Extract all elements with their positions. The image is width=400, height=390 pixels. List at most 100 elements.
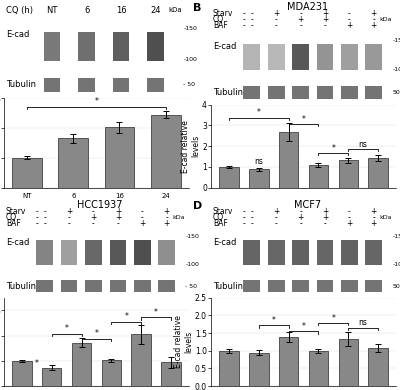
Text: E-cad: E-cad [213, 42, 236, 51]
Bar [78, 32, 95, 61]
Bar [338, 160, 358, 188]
Text: -150: -150 [392, 234, 400, 239]
Text: -: - [348, 15, 351, 24]
Text: -: - [275, 219, 278, 228]
Bar [268, 280, 284, 292]
Text: -: - [36, 219, 39, 228]
Text: +: + [66, 207, 72, 216]
Text: Starv: Starv [213, 207, 233, 216]
Text: +: + [322, 213, 328, 222]
Text: -: - [250, 21, 253, 30]
Bar [110, 240, 126, 265]
Text: *: * [35, 359, 39, 368]
Bar [12, 361, 32, 386]
Text: kDa: kDa [173, 215, 185, 220]
Text: +: + [371, 207, 377, 216]
Text: -: - [36, 207, 39, 216]
Text: -: - [141, 213, 144, 222]
Text: -100: -100 [183, 57, 197, 62]
Text: -150: -150 [392, 38, 400, 43]
Text: +: + [346, 219, 352, 228]
Bar [147, 32, 164, 61]
Text: +: + [298, 213, 304, 222]
Text: *: * [154, 308, 158, 317]
Bar [366, 240, 382, 265]
Bar [113, 78, 130, 92]
Text: -: - [68, 219, 70, 228]
Bar [72, 343, 91, 386]
Bar [150, 115, 180, 188]
Text: CQ (h): CQ (h) [6, 6, 33, 15]
Bar [220, 351, 239, 386]
Text: -: - [243, 213, 246, 222]
Bar [366, 86, 382, 99]
Y-axis label: E-cad relative
levels: E-cad relative levels [174, 316, 194, 369]
Bar [244, 86, 260, 99]
Text: +: + [322, 207, 328, 216]
Text: -: - [324, 21, 326, 30]
Bar [309, 165, 328, 188]
Bar [44, 32, 60, 61]
Bar [249, 169, 268, 188]
Text: 50: 50 [392, 90, 400, 95]
Text: -: - [299, 21, 302, 30]
Bar [368, 158, 388, 188]
Bar [317, 240, 333, 265]
Text: HCC1937: HCC1937 [78, 200, 123, 210]
Bar [12, 158, 42, 188]
Text: -: - [275, 213, 278, 222]
Text: +: + [273, 207, 279, 216]
Text: -150: -150 [185, 234, 199, 239]
Text: CQ: CQ [213, 15, 224, 24]
Text: +: + [115, 207, 121, 216]
Text: -100: -100 [185, 262, 199, 267]
Text: -: - [36, 213, 39, 222]
Bar [366, 44, 382, 70]
Text: -: - [250, 15, 253, 24]
Text: ns: ns [359, 318, 368, 327]
Text: -: - [243, 207, 246, 216]
Text: +: + [115, 213, 121, 222]
Text: -: - [275, 21, 278, 30]
Text: -: - [43, 213, 46, 222]
Text: -: - [116, 219, 119, 228]
Text: -: - [68, 213, 70, 222]
Text: -: - [92, 219, 95, 228]
Text: +: + [298, 15, 304, 24]
Text: -: - [250, 9, 253, 18]
Bar [58, 138, 88, 188]
Text: *: * [272, 316, 276, 324]
Text: -: - [299, 207, 302, 216]
Text: Tubulin: Tubulin [6, 282, 36, 291]
Text: Tubulin: Tubulin [6, 80, 36, 89]
Bar [368, 348, 388, 386]
Bar [36, 240, 53, 265]
Text: -: - [243, 21, 246, 30]
Text: +: + [90, 213, 97, 222]
Text: Starv: Starv [6, 207, 26, 216]
Text: B: B [193, 3, 201, 13]
Text: *: * [302, 322, 306, 331]
Text: ns: ns [254, 157, 263, 166]
Bar [110, 280, 126, 292]
Text: -: - [348, 9, 351, 18]
Text: kDa: kDa [168, 7, 182, 13]
Text: Tubulin: Tubulin [213, 88, 243, 97]
Text: *: * [65, 324, 69, 333]
Text: BAF: BAF [213, 21, 228, 30]
Text: +: + [346, 21, 352, 30]
Bar [44, 78, 60, 92]
Bar [341, 280, 358, 292]
Text: *: * [331, 314, 335, 323]
Text: *: * [94, 329, 98, 338]
Text: -: - [43, 207, 46, 216]
Bar [249, 353, 268, 386]
Bar [268, 240, 284, 265]
Bar [317, 44, 333, 70]
Text: +: + [371, 21, 377, 30]
Bar [61, 240, 78, 265]
Bar [279, 132, 298, 188]
Text: *: * [257, 108, 261, 117]
Bar [61, 280, 78, 292]
Text: E-cad: E-cad [213, 238, 236, 247]
